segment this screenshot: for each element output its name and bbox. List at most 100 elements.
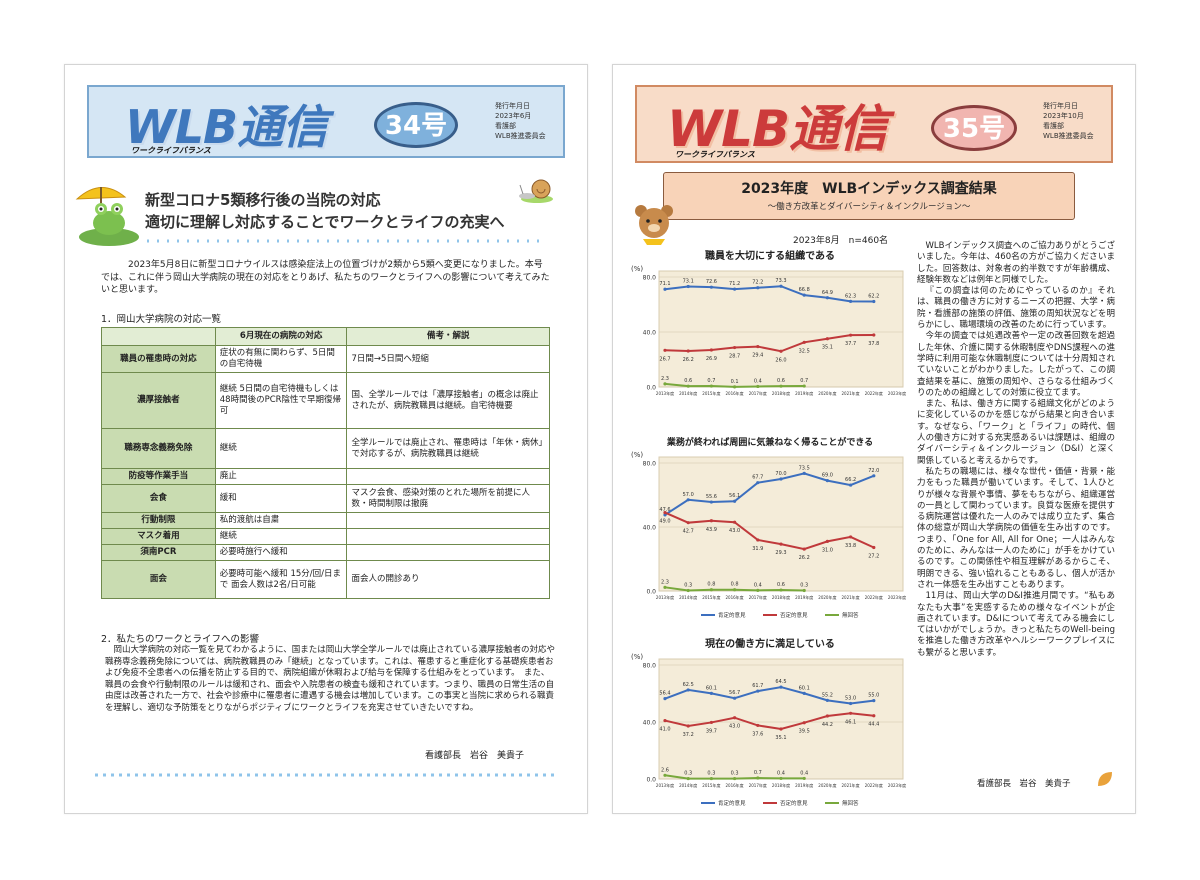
data-point <box>849 535 853 539</box>
data-label: 39.7 <box>706 728 717 734</box>
x-tick-label: 2021年度 <box>842 782 860 788</box>
data-label: 43.0 <box>729 528 740 534</box>
row-label: 行動制限 <box>101 512 216 529</box>
legend-label: 無回答 <box>842 799 859 807</box>
data-point <box>756 344 760 349</box>
article-column: WLBインデックス調査へのご協力ありがとうございました。今年は、460名の方がご… <box>917 241 1115 659</box>
data-label: 0.7 <box>754 770 762 776</box>
data-label: 55.0 <box>868 693 879 699</box>
data-point <box>849 711 853 715</box>
chart-plot: (%) 0.0 40.0 80.0 2013年度 2014年度 2015年度 2016年度 20… <box>631 265 906 396</box>
data-label: 62.2 <box>868 293 879 299</box>
section-2-title: 2．私たちのワークとライフへの影響 <box>101 634 260 645</box>
data-label: 39.5 <box>799 729 810 735</box>
headline: 新型コロナ5類移行後の当院の対応 適切に理解し対応することでワークとライフの充実… <box>145 189 505 233</box>
y-tick-label: 0.0 <box>646 385 656 392</box>
row-label: 面会 <box>101 560 216 599</box>
data-point <box>825 337 829 341</box>
row-label: マスク着用 <box>101 528 216 545</box>
data-label: 0.3 <box>684 771 692 777</box>
data-label: 37.7 <box>845 341 856 347</box>
x-tick-label: 2022年度 <box>865 390 883 396</box>
data-label: 67.7 <box>752 475 763 481</box>
series-line <box>664 285 874 303</box>
data-label: 26.7 <box>659 356 670 362</box>
data-point <box>825 539 829 543</box>
data-label: 73.5 <box>799 465 810 471</box>
legend-label: 肯定的意見 <box>718 799 746 807</box>
y-tick-label: 40.0 <box>643 330 657 337</box>
series-line <box>664 511 875 551</box>
data-label: 53.0 <box>845 695 856 701</box>
data-label: 0.4 <box>754 378 762 384</box>
y-tick-label: 80.0 <box>643 275 657 282</box>
data-point <box>802 471 806 475</box>
row-note <box>346 528 550 545</box>
table-row: 濃厚接触者 継続 5日間の自宅待機もしくは48時間後のPCR陰性で早期復帰可 国… <box>101 372 550 429</box>
row-label: 濃厚接触者 <box>101 372 216 429</box>
data-label: 49.0 <box>659 519 670 525</box>
x-tick-label: 2017年度 <box>749 782 767 788</box>
x-tick-label: 2015年度 <box>702 594 720 600</box>
data-point <box>756 588 760 592</box>
committee: WLB推進委員会 <box>1043 132 1094 140</box>
data-label: 44.4 <box>868 722 879 728</box>
data-label: 2.3 <box>661 376 669 382</box>
x-tick-label: 2023年度 <box>888 594 906 600</box>
data-point <box>686 588 690 593</box>
paragraph: また、私は、働き方に関する組織文化がどのように変化しているのかを感じながら結果と… <box>917 399 1115 466</box>
data-point <box>825 479 829 483</box>
table-row: 防疫等作業手当 廃止 <box>101 468 550 485</box>
data-point <box>686 498 690 502</box>
bottom-dotted-border <box>95 773 555 777</box>
headline-line-1: 新型コロナ5類移行後の当院の対応 <box>145 191 381 209</box>
data-point <box>756 538 760 542</box>
row-label: 防疫等作業手当 <box>101 468 216 485</box>
chart-title: 業務が終われば周囲に気兼ねなく帰ることができる <box>666 438 874 448</box>
data-point <box>872 545 876 550</box>
data-label: 55.6 <box>706 494 717 500</box>
data-label: 0.3 <box>731 771 739 777</box>
series-line <box>664 712 874 731</box>
y-axis-unit: (%) <box>631 451 643 459</box>
x-tick-label: 2016年度 <box>726 782 744 788</box>
x-tick-label: 2019年度 <box>795 782 813 788</box>
issue-meta: 発行年月日 2023年6月 看護部 WLB推進委員会 <box>495 101 546 141</box>
table-row: マスク着用 継続 <box>101 528 550 545</box>
data-label: 35.1 <box>775 735 786 741</box>
data-point <box>849 333 853 337</box>
data-label: 69.0 <box>822 473 833 479</box>
x-tick-label: 2013年度 <box>656 782 674 788</box>
x-tick-label: 2014年度 <box>679 594 697 600</box>
newsletter-page-35: WLB通信 ワークライフバランス 35号 発行年月日 2023年10月 看護部 … <box>612 64 1136 814</box>
data-label: 0.8 <box>707 582 715 588</box>
y-tick-label: 80.0 <box>643 663 657 670</box>
data-point <box>686 284 690 289</box>
publisher: 看護部 <box>1043 122 1064 130</box>
data-point <box>663 718 667 723</box>
masthead-35: WLB通信 ワークライフバランス 35号 発行年月日 2023年10月 看護部 … <box>635 85 1113 163</box>
data-label: 72.2 <box>752 280 763 286</box>
data-point <box>709 384 713 388</box>
data-point <box>686 349 690 353</box>
x-tick-label: 2020年度 <box>818 782 836 788</box>
x-tick-label: 2023年度 <box>888 390 906 396</box>
masthead-title: WLB通信 <box>125 100 328 154</box>
data-label: 33.8 <box>845 543 856 549</box>
data-point <box>663 382 667 386</box>
data-point <box>802 588 806 593</box>
data-point <box>709 588 713 592</box>
row-response: 必要時施行へ緩和 <box>214 544 348 561</box>
data-point <box>709 500 713 504</box>
data-point <box>733 499 737 503</box>
data-point <box>686 688 690 692</box>
data-label: 72.6 <box>706 279 717 285</box>
data-point <box>872 714 876 718</box>
row-label: 職員の罹患時の対応 <box>101 345 216 373</box>
data-point <box>756 723 760 728</box>
data-label: 66.2 <box>845 477 856 483</box>
data-point <box>825 698 829 702</box>
data-label: 37.8 <box>868 341 879 347</box>
row-note: 国、全学ルールでは「濃厚接触者」の概念は廃止されたが、病院教職員は継続。自宅待機… <box>346 372 550 429</box>
data-label: 57.0 <box>683 492 694 498</box>
